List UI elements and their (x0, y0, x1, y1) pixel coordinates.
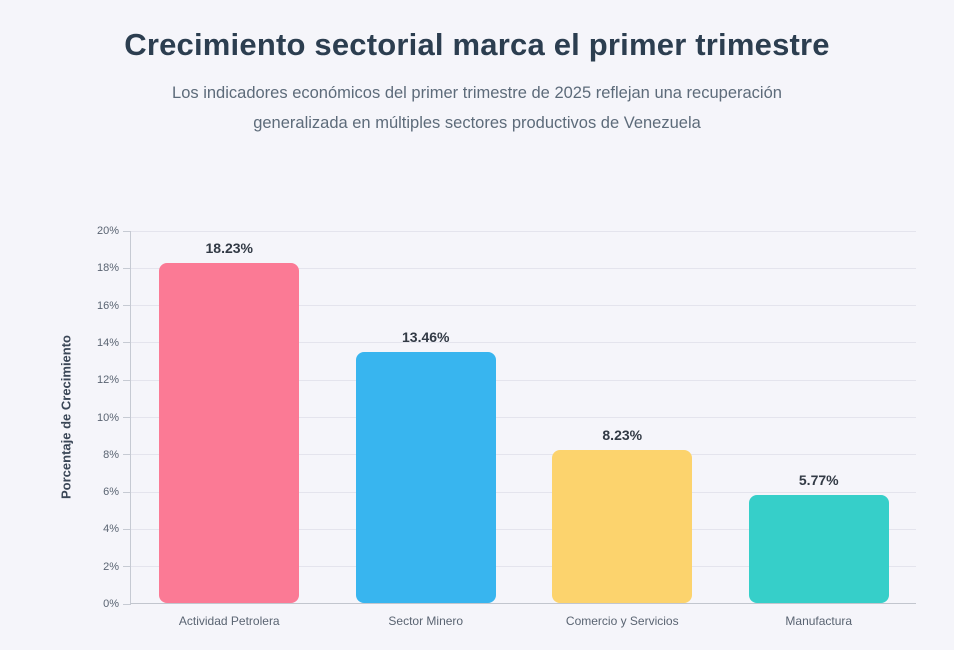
y-tick-mark (123, 491, 131, 493)
y-tick-mark (123, 379, 131, 381)
gridline (131, 491, 916, 493)
y-tick-label: 18% (96, 262, 119, 275)
y-axis-title: Porcentaje de Crecimiento (58, 335, 74, 499)
y-tick-mark (123, 603, 131, 605)
gridline (131, 454, 916, 456)
y-tick-label: 16% (96, 299, 119, 312)
page-subtitle-line2: generalizada en múltiples sectores produ… (253, 114, 701, 132)
x-category-label: Comercio y Servicios (565, 614, 679, 628)
y-tick-mark (123, 417, 131, 418)
y-tick-mark (123, 566, 131, 568)
y-tick-label: 2% (103, 560, 119, 573)
y-tick-label: 14% (96, 336, 119, 349)
y-tick-label: 4% (103, 523, 119, 536)
y-tick-label: 0% (103, 598, 119, 610)
y-tick-mark (123, 528, 131, 530)
gridline (131, 566, 916, 568)
bar-sector-minero (355, 351, 496, 603)
y-tick-mark (123, 267, 131, 269)
gridline (131, 305, 916, 307)
y-tick-label: 6% (103, 486, 119, 499)
y-tick-label: 8% (103, 448, 119, 461)
gridline (131, 379, 916, 381)
y-tick-label: 20% (96, 225, 119, 237)
y-tick-label: 12% (96, 374, 119, 387)
page-subtitle-line1: Los indicadores económicos del primer tr… (172, 84, 782, 102)
gridline (131, 528, 916, 530)
y-tick-label: 10% (96, 411, 119, 424)
gridline (131, 267, 916, 269)
y-tick-mark (123, 230, 131, 232)
x-category-label: Sector Minero (388, 614, 464, 628)
y-tick-mark (123, 454, 131, 456)
bar-manufactura (748, 495, 889, 603)
x-category-label: Manufactura (785, 614, 853, 628)
bar-value-label: 8.23% (602, 426, 643, 443)
bar-actividad-petrolera (159, 263, 300, 603)
gridline (131, 230, 916, 232)
plot-area: 0% 2% 4% 6% 8% 10% 12% 14% 16% 18% 20% 18.23% Activi… (97, 225, 916, 628)
bar-value-label: 13.46% (402, 328, 450, 345)
y-tick-mark (123, 342, 131, 344)
page-title: Crecimiento sectorial marca el primer tr… (124, 27, 830, 62)
bar-value-label: 5.77% (798, 472, 839, 489)
bar-value-label: 18.23% (205, 240, 253, 257)
page-subtitle: Los indicadores económicos del primer tr… (0, 78, 954, 138)
gridline (131, 342, 916, 344)
bar-comercio-y-servicios (552, 449, 693, 603)
y-tick-mark (123, 305, 131, 307)
x-category-label: Actividad Petrolera (178, 614, 280, 628)
gridline (131, 417, 916, 418)
